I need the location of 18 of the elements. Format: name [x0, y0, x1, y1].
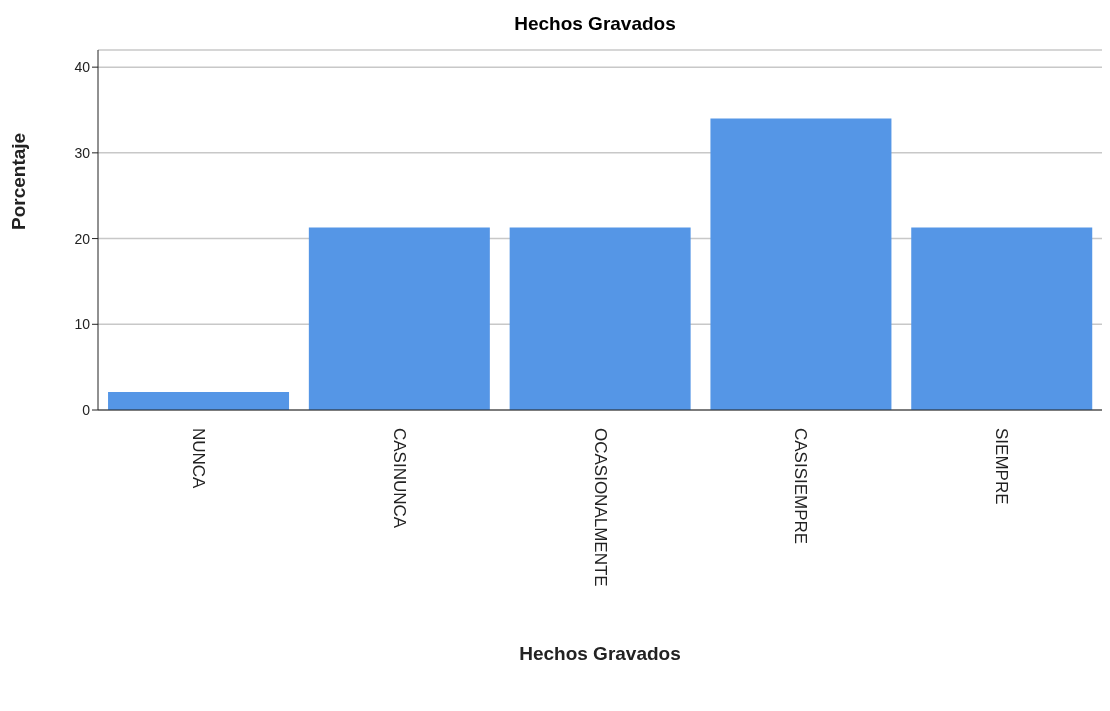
y-axis-title: Porcentaje: [7, 132, 29, 230]
y-tick-label: 0: [82, 401, 91, 418]
x-axis-title: Hechos Gravados: [519, 643, 681, 664]
y-tick-label: 30: [74, 144, 91, 161]
x-tick-label: CASINUNCA: [389, 428, 409, 529]
x-tick-label: SIEMPRE: [992, 428, 1012, 505]
bar: [509, 227, 691, 410]
bar: [308, 227, 490, 410]
bar: [911, 227, 1093, 410]
y-tick-label: 20: [74, 230, 91, 247]
chart-title: Hechos Gravados: [513, 12, 677, 36]
y-tick-label: 40: [74, 59, 91, 76]
y-tick-label: 10: [74, 316, 91, 333]
bar: [710, 118, 892, 410]
x-tick-label: OCASIONALMENTE: [590, 428, 610, 587]
bar: [108, 392, 290, 410]
x-tick-label: NUNCA: [188, 428, 208, 490]
x-tick-label: CASISIEMPRE: [791, 428, 811, 545]
